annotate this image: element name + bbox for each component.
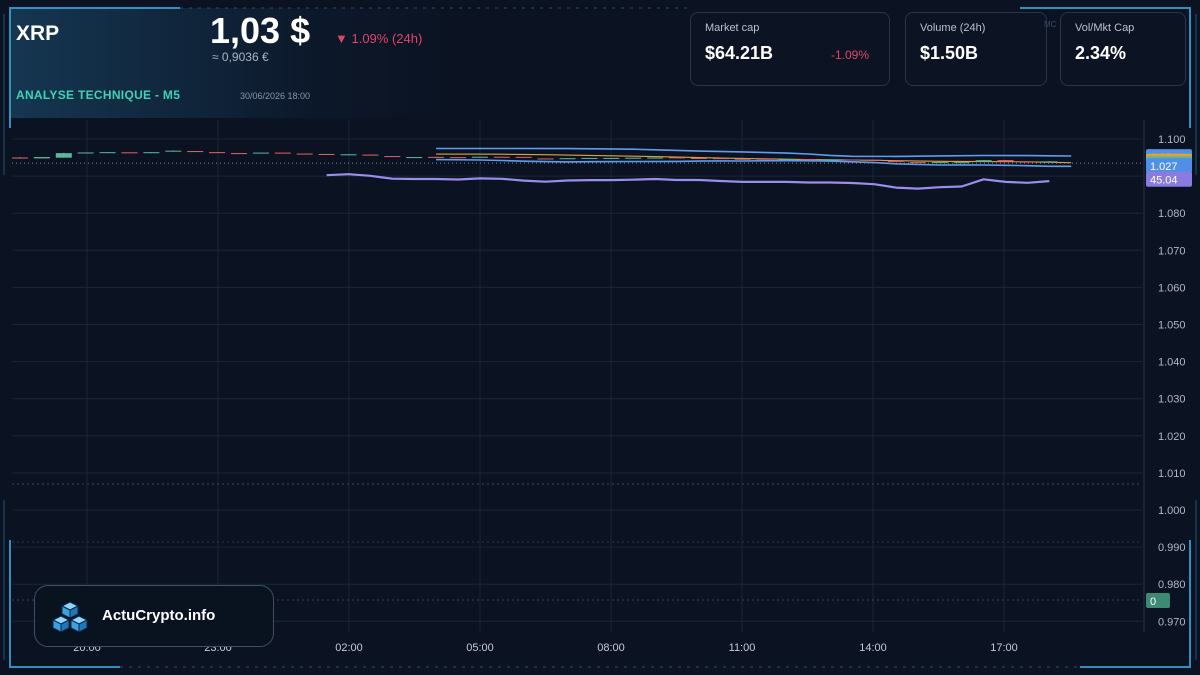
- candle-body: [931, 162, 948, 164]
- zero-badge: 0: [1150, 596, 1156, 608]
- candle-body: [1041, 161, 1058, 163]
- y-tick-label: 1.030: [1158, 394, 1186, 406]
- candle-body: [800, 159, 817, 161]
- candle-body: [12, 157, 28, 159]
- candle-body: [406, 157, 423, 159]
- y-tick-label: 0.970: [1158, 616, 1186, 628]
- lower-band-badge-bg: [1146, 158, 1192, 174]
- candle-body: [340, 154, 357, 156]
- candle-body: [1019, 161, 1036, 163]
- candle-body: [756, 158, 773, 160]
- x-tick-label: 05:00: [466, 642, 494, 654]
- candle-body: [33, 157, 50, 159]
- market-cap-label: Market cap: [705, 22, 760, 34]
- candle-body: [187, 151, 204, 153]
- candle-body: [428, 156, 445, 158]
- candle-body: [121, 152, 138, 154]
- candle-body: [99, 152, 116, 154]
- oscillator-line: [326, 173, 1050, 190]
- y-tick-label: 1.040: [1158, 357, 1186, 369]
- candle-body: [997, 160, 1014, 162]
- price-change-24h: ▼ 1.09% (24h): [335, 31, 423, 46]
- candle-body: [143, 152, 160, 154]
- candle-body: [778, 159, 795, 161]
- candle-body: [252, 152, 269, 154]
- y-tick-label: 0.980: [1158, 579, 1186, 591]
- candle-body: [493, 156, 510, 158]
- candle-body: [274, 152, 291, 154]
- candle-body: [603, 157, 620, 159]
- asset-price: 1,03 $: [210, 10, 311, 51]
- lower-band-badge: 1.027: [1150, 161, 1178, 173]
- price-eur: ≈ 0,9036 €: [212, 50, 269, 64]
- y-tick-label: 1.020: [1158, 431, 1186, 443]
- candle-body: [909, 162, 926, 164]
- candle-body: [55, 153, 72, 158]
- candle-body: [450, 157, 466, 159]
- candle-body: [165, 150, 182, 152]
- y-tick-label: 0.990: [1158, 542, 1186, 554]
- market-cap-value: $64.21B: [705, 43, 774, 63]
- y-tick-label: 1.080: [1158, 208, 1186, 220]
- volume-label: Volume (24h): [920, 22, 986, 34]
- brand-name: ActuCrypto.info: [102, 607, 216, 624]
- brand-badge: ActuCrypto.info: [34, 585, 274, 647]
- candle-body: [690, 157, 707, 159]
- candle-body: [625, 157, 642, 159]
- y-tick-label: 1.070: [1158, 245, 1186, 257]
- candle-body: [669, 157, 685, 159]
- candle-body: [515, 156, 532, 158]
- candle-body: [231, 153, 247, 155]
- candle-body: [647, 157, 664, 159]
- y-tick-label: 1.050: [1158, 320, 1186, 332]
- candle-body: [712, 158, 729, 160]
- oscillator-badge: 45.04: [1150, 175, 1178, 187]
- candle-body: [209, 152, 226, 154]
- candle-body: [384, 156, 401, 158]
- lower-band-line: [436, 158, 1072, 168]
- candle-body: [471, 156, 488, 158]
- candle-body: [953, 162, 970, 164]
- market-cap-delta: -1.09%: [831, 48, 870, 62]
- candle-body: [844, 159, 861, 161]
- y-tick-label: 1.010: [1158, 468, 1186, 480]
- y-tick-label: 1.000: [1158, 505, 1186, 517]
- candle-body: [581, 157, 598, 159]
- candle-body: [296, 153, 313, 155]
- x-tick-label: 02:00: [335, 642, 363, 654]
- candle-body: [888, 160, 904, 162]
- candle-body: [77, 152, 94, 154]
- candle-body: [975, 160, 992, 162]
- x-tick-label: 14:00: [859, 642, 887, 654]
- candle-body: [734, 158, 751, 160]
- candle-body: [362, 154, 379, 156]
- market-cap-card: Market cap $64.21B -1.09%: [690, 12, 890, 86]
- candle-body: [822, 159, 839, 161]
- x-tick-label: 17:00: [990, 642, 1018, 654]
- x-tick-label: 08:00: [597, 642, 625, 654]
- x-tick-label: 11:00: [729, 642, 756, 654]
- oscillator-badge-bg: [1146, 171, 1192, 187]
- volume-value: $1.50B: [920, 43, 979, 63]
- candle-body: [537, 158, 554, 160]
- upper-band-line: [436, 147, 1072, 158]
- y-tick-label: 1.100: [1158, 134, 1186, 146]
- y-tick-label: 1.060: [1158, 282, 1186, 294]
- cubes-logo-icon: [51, 601, 89, 633]
- candle-body: [866, 159, 883, 161]
- candle-body: [559, 158, 576, 160]
- faded-header-text: MC: [1044, 20, 1057, 29]
- candle-body: [318, 153, 335, 155]
- section-date: 30/06/2026 18:00: [240, 91, 311, 101]
